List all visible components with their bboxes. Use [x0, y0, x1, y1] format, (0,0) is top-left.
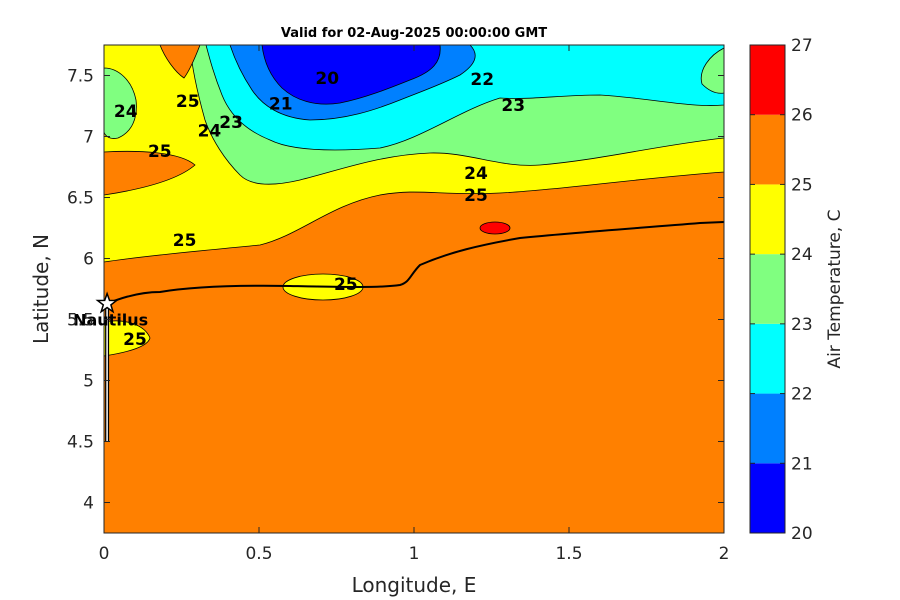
contour-label: 23 — [219, 113, 243, 133]
colorbar-tick-label: 25 — [791, 175, 813, 195]
colorbar-tick-label: 27 — [791, 36, 813, 56]
colorbar-swatch — [750, 114, 785, 185]
contour-label: 25 — [148, 142, 172, 162]
x-tick-label: 1.5 — [555, 544, 582, 564]
y-axis-ticks: 4 4.5 5 5.5 6 6.5 7 7.5 — [67, 67, 724, 514]
region-right-green — [700, 47, 724, 94]
colorbar-swatch — [750, 393, 785, 464]
contour-label: 25 — [334, 275, 358, 295]
colorbar-swatch — [750, 323, 785, 394]
contour-label: 25 — [123, 330, 147, 350]
colorbar-label: Air Temperature, C — [825, 209, 845, 368]
contour-label: 21 — [269, 95, 293, 115]
region-yellow-coast — [104, 320, 151, 357]
colorbar: 20 21 22 23 24 25 26 27 — [749, 36, 813, 544]
colorbar-swatch — [750, 463, 785, 533]
contour-label: 23 — [501, 96, 525, 116]
x-tick-label: 1 — [409, 544, 420, 564]
plot-area — [104, 45, 724, 533]
contour-label: 25 — [173, 231, 197, 251]
y-tick-label: 5 — [83, 372, 94, 392]
contour-label: 25 — [176, 92, 200, 112]
colorbar-swatch — [750, 184, 785, 255]
contour-label: 22 — [470, 70, 494, 90]
y-tick-label: 6 — [83, 250, 94, 270]
colorbar-tick-label: 26 — [791, 106, 813, 126]
ship-marker: Nautilus — [73, 291, 148, 442]
x-tick-label: 0 — [99, 544, 110, 564]
contour-label: 24 — [198, 121, 222, 141]
contour-label: 25 — [464, 186, 488, 206]
colorbar-tick-label: 20 — [791, 524, 813, 544]
colorbar-tick-label: 21 — [791, 454, 813, 474]
coastline — [104, 221, 724, 306]
ship-name-label: Nautilus — [73, 311, 148, 330]
region-top-orange-strip — [159, 45, 201, 79]
colorbar-tick-label: 22 — [791, 385, 813, 405]
x-tick-label: 2 — [719, 544, 730, 564]
chart-title: Valid for 02-Aug-2025 00:00:00 GMT — [281, 26, 547, 41]
contour-label: 24 — [464, 164, 488, 184]
y-axis-label: Latitude, N — [29, 234, 53, 344]
y-tick-label: 6.5 — [67, 189, 94, 209]
x-axis-label: Longitude, E — [352, 573, 477, 597]
colorbar-tick-label: 24 — [791, 245, 813, 265]
y-tick-label: 4.5 — [67, 433, 94, 453]
y-tick-label: 5.5 — [67, 311, 94, 331]
x-axis-ticks: 0 0.5 1 1.5 2 — [99, 45, 730, 564]
y-tick-label: 4 — [83, 494, 94, 514]
star-icon — [95, 291, 119, 314]
colorbar-tick-label: 23 — [791, 315, 813, 335]
colorbar-swatch — [750, 45, 785, 115]
contour-label: 20 — [315, 69, 339, 89]
x-tick-label: 0.5 — [245, 544, 272, 564]
colorbar-frame — [749, 44, 786, 534]
colorbar-swatch — [750, 254, 785, 324]
y-tick-label: 7.5 — [67, 67, 94, 87]
y-tick-label: 7 — [83, 128, 94, 148]
region-20-21 — [261, 45, 441, 105]
contour-label: 24 — [114, 102, 138, 122]
region-red-spot — [479, 221, 511, 235]
region-left-orange-tongue — [104, 150, 196, 196]
